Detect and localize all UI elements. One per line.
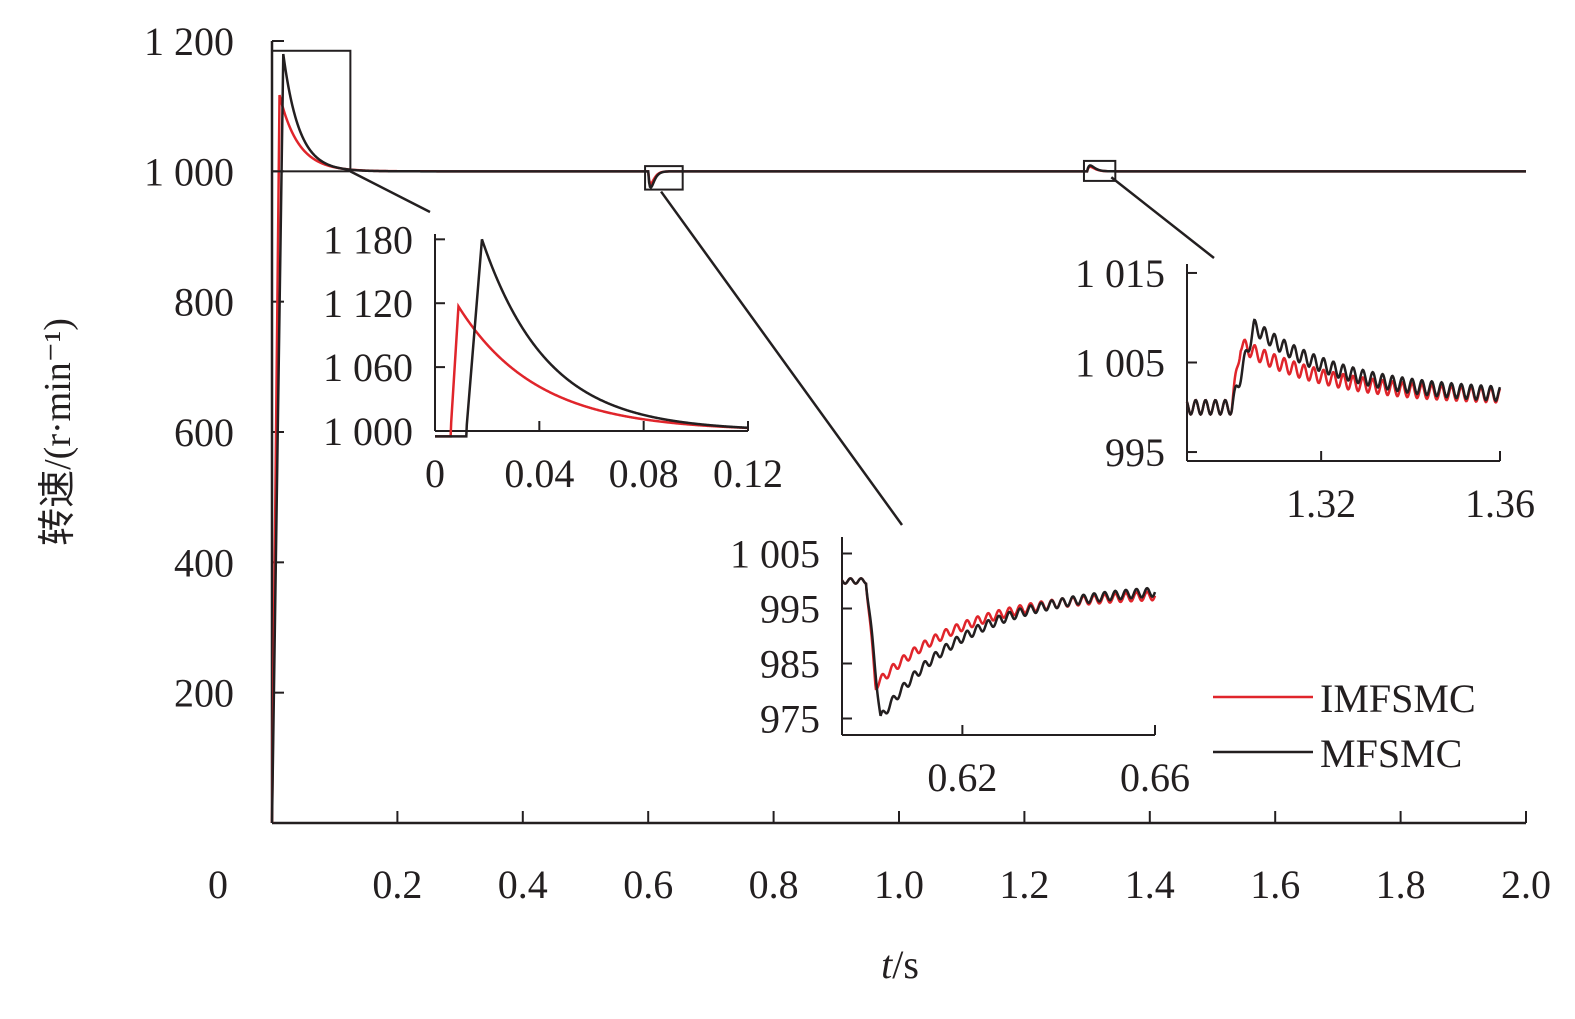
inset-y-tick-label: 1 015 (1075, 251, 1165, 296)
inset-x-tick-label: 0.66 (1120, 755, 1190, 800)
y-tick-label: 200 (174, 671, 234, 716)
x-tick-label: 1.4 (1125, 862, 1175, 907)
inset-y-tick-label: 1 005 (730, 532, 820, 577)
connector-line-2 (660, 190, 904, 526)
main-series (270, 53, 1526, 824)
series-line-mfsmc (270, 53, 1526, 824)
y-tick-label: 800 (174, 280, 234, 325)
x-tick-label: 1.2 (999, 862, 1049, 907)
inset-x-tick-label: 1.36 (1465, 481, 1535, 526)
y-tick-label: 400 (174, 540, 234, 585)
x-tick-label: 1.6 (1250, 862, 1300, 907)
inset-y-tick-label: 995 (760, 587, 820, 632)
inset-series-mfsmc (840, 577, 1157, 717)
x-tick-label: 0.2 (372, 862, 422, 907)
inset-y-tick-label: 995 (1105, 430, 1165, 475)
inset-y-tick-label: 1 060 (323, 345, 413, 390)
x-tick-label: 0.4 (498, 862, 548, 907)
connector-line-1 (349, 170, 431, 214)
x-tick-label: 0.6 (623, 862, 673, 907)
inset-y-tick-label: 1 180 (323, 217, 413, 262)
y-tick-label: 1 000 (144, 149, 234, 194)
x-tick-label: 0.8 (749, 862, 799, 907)
zoom-boxes (271, 49, 1117, 191)
inset-y-tick-label: 1 000 (323, 409, 413, 454)
inset-x-tick-label: 0 (425, 451, 445, 496)
inset-series-imfsmc (435, 302, 749, 438)
inset-x-tick-label: 0.04 (504, 451, 574, 496)
main-axes: 0.2 0.4 0.6 0.8 1.0 1.2 1.4 1.6 1.8 2.0 200 400 600 8… (144, 19, 1551, 907)
legend: IMFSMC MFSMC (1213, 676, 1476, 776)
inset-x-tick-label: 0.12 (713, 451, 783, 496)
inset-startup: 0 0.04 0.08 0.12 1 000 1 060 1 120 1 180 (323, 217, 783, 496)
y-tick-label: 1 200 (144, 19, 234, 64)
inset-series-mfsmc (435, 238, 749, 438)
x-axis-label-var: t (881, 942, 893, 987)
inset-series-imfsmc (1185, 338, 1502, 417)
inset-y-tick-label: 1 120 (323, 281, 413, 326)
origin-label: 0 (208, 862, 228, 907)
x-axis-label: t/s (881, 942, 919, 987)
legend-label-mfsmc: MFSMC (1320, 731, 1462, 776)
zoom-box-2 (644, 165, 684, 191)
y-axis-label: 转速/(r·min⁻¹) (37, 318, 79, 546)
x-axis-label-unit: /s (892, 942, 919, 987)
inset-x-tick-label: 0.08 (609, 451, 679, 496)
inset-load-release: 1.32 1.36 995 1 005 1 015 (1075, 251, 1535, 526)
inset-series-mfsmc (1185, 318, 1502, 417)
x-tick-label: 2.0 (1501, 862, 1551, 907)
inset-x-tick-label: 0.62 (927, 755, 997, 800)
inset-y-tick-label: 975 (760, 697, 820, 742)
inset-y-tick-label: 985 (760, 642, 820, 687)
zoom-connectors (349, 170, 1215, 526)
zoom-box-1 (271, 49, 352, 173)
connector-line-3 (1110, 176, 1215, 259)
inset-x-tick-label: 1.32 (1286, 481, 1356, 526)
inset-load-dip: 0.62 0.66 975 985 995 1 005 (730, 532, 1190, 801)
y-tick-label: 600 (174, 410, 234, 455)
x-tick-label: 1.0 (874, 862, 924, 907)
x-tick-label: 1.8 (1376, 862, 1426, 907)
legend-label-imfsmc: IMFSMC (1320, 676, 1476, 721)
zoom-box-3 (1082, 159, 1117, 182)
inset-y-tick-label: 1 005 (1075, 341, 1165, 386)
